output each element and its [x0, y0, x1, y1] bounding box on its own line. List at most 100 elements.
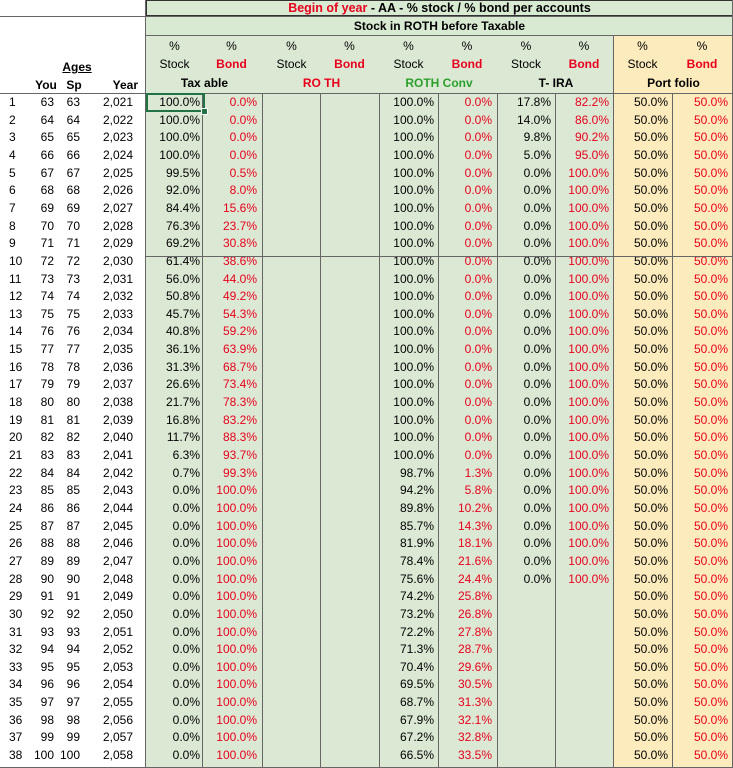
- bond-pct-cell[interactable]: 0.0%: [464, 254, 492, 268]
- year-cell[interactable]: 2,055: [102, 695, 133, 709]
- year-cell[interactable]: 2,044: [102, 501, 133, 515]
- age-spouse[interactable]: 87: [66, 519, 80, 533]
- bond-pct-cell[interactable]: 100.0%: [216, 589, 257, 603]
- year-cell[interactable]: 2,029: [102, 236, 133, 250]
- bond-pct-cell[interactable]: 50.0%: [693, 660, 728, 674]
- bond-pct-cell[interactable]: 50.0%: [693, 572, 728, 586]
- stock-pct-cell[interactable]: 0.0%: [523, 413, 551, 427]
- year-cell[interactable]: 2,026: [102, 183, 133, 197]
- bond-pct-cell[interactable]: 50.0%: [693, 501, 728, 515]
- age-spouse[interactable]: 99: [66, 730, 80, 744]
- age-you[interactable]: 63: [40, 95, 54, 109]
- age-spouse[interactable]: 63: [66, 95, 80, 109]
- stock-pct-cell[interactable]: 71.3%: [399, 642, 434, 656]
- age-spouse[interactable]: 81: [66, 413, 80, 427]
- bond-pct-cell[interactable]: 50.0%: [693, 377, 728, 391]
- age-you[interactable]: 82: [40, 430, 54, 444]
- bond-pct-cell[interactable]: 50.0%: [693, 413, 728, 427]
- stock-pct-cell[interactable]: 50.0%: [633, 483, 668, 497]
- bond-pct-cell[interactable]: 100.0%: [568, 377, 609, 391]
- bond-pct-cell[interactable]: 50.0%: [693, 148, 728, 162]
- age-spouse[interactable]: 77: [66, 342, 80, 356]
- year-cell[interactable]: 2,041: [102, 448, 133, 462]
- bond-pct-cell[interactable]: 100.0%: [216, 660, 257, 674]
- stock-pct-cell[interactable]: 50.0%: [633, 466, 668, 480]
- year-cell[interactable]: 2,038: [102, 395, 133, 409]
- age-spouse[interactable]: 66: [66, 148, 80, 162]
- stock-pct-cell[interactable]: 0.0%: [523, 342, 551, 356]
- bond-pct-cell[interactable]: 59.2%: [222, 324, 257, 338]
- age-spouse[interactable]: 100: [59, 748, 80, 762]
- stock-pct-cell[interactable]: 50.0%: [633, 219, 668, 233]
- year-cell[interactable]: 2,049: [102, 589, 133, 603]
- stock-pct-cell[interactable]: 100.0%: [159, 130, 200, 144]
- bond-pct-cell[interactable]: 100.0%: [216, 483, 257, 497]
- age-spouse[interactable]: 65: [66, 130, 80, 144]
- stock-pct-cell[interactable]: 5.0%: [523, 148, 551, 162]
- bond-pct-cell[interactable]: 50.0%: [693, 113, 728, 127]
- stock-pct-cell[interactable]: 100.0%: [159, 95, 200, 109]
- stock-pct-cell[interactable]: 72.2%: [399, 625, 434, 639]
- stock-pct-cell[interactable]: 21.7%: [165, 395, 200, 409]
- stock-pct-cell[interactable]: 17.8%: [516, 95, 551, 109]
- bond-pct-cell[interactable]: 100.0%: [216, 625, 257, 639]
- age-spouse[interactable]: 96: [66, 677, 80, 691]
- stock-pct-cell[interactable]: 6.3%: [172, 448, 200, 462]
- bond-pct-cell[interactable]: 50.0%: [693, 360, 728, 374]
- bond-pct-cell[interactable]: 50.0%: [693, 166, 728, 180]
- year-cell[interactable]: 2,024: [102, 148, 133, 162]
- stock-pct-cell[interactable]: 100.0%: [393, 377, 434, 391]
- age-spouse[interactable]: 83: [66, 448, 80, 462]
- bond-pct-cell[interactable]: 32.1%: [457, 713, 492, 727]
- bond-pct-cell[interactable]: 100.0%: [216, 695, 257, 709]
- stock-pct-cell[interactable]: 68.7%: [399, 695, 434, 709]
- bond-pct-cell[interactable]: 8.0%: [229, 183, 257, 197]
- bond-pct-cell[interactable]: 100.0%: [216, 519, 257, 533]
- bond-pct-cell[interactable]: 50.0%: [693, 448, 728, 462]
- stock-pct-cell[interactable]: 100.0%: [393, 236, 434, 250]
- stock-pct-cell[interactable]: 50.0%: [633, 430, 668, 444]
- stock-pct-cell[interactable]: 0.0%: [523, 483, 551, 497]
- bond-pct-cell[interactable]: 100.0%: [568, 501, 609, 515]
- stock-pct-cell[interactable]: 0.0%: [523, 272, 551, 286]
- bond-pct-cell[interactable]: 0.0%: [464, 201, 492, 215]
- year-cell[interactable]: 2,031: [102, 272, 133, 286]
- stock-pct-cell[interactable]: 50.0%: [633, 130, 668, 144]
- age-you[interactable]: 100: [33, 748, 54, 762]
- bond-pct-cell[interactable]: 0.0%: [464, 342, 492, 356]
- bond-pct-cell[interactable]: 50.0%: [693, 748, 728, 762]
- year-cell[interactable]: 2,037: [102, 377, 133, 391]
- stock-pct-cell[interactable]: 14.0%: [516, 113, 551, 127]
- age-you[interactable]: 70: [40, 219, 54, 233]
- bond-pct-cell[interactable]: 100.0%: [568, 430, 609, 444]
- age-spouse[interactable]: 97: [66, 695, 80, 709]
- stock-pct-cell[interactable]: 100.0%: [393, 342, 434, 356]
- stock-pct-cell[interactable]: 100.0%: [393, 166, 434, 180]
- bond-pct-cell[interactable]: 50.0%: [693, 625, 728, 639]
- age-you[interactable]: 79: [40, 377, 54, 391]
- bond-pct-cell[interactable]: 100.0%: [568, 360, 609, 374]
- bond-pct-cell[interactable]: 100.0%: [568, 166, 609, 180]
- year-cell[interactable]: 2,057: [102, 730, 133, 744]
- stock-pct-cell[interactable]: 94.2%: [399, 483, 434, 497]
- bond-pct-cell[interactable]: 50.0%: [693, 642, 728, 656]
- age-spouse[interactable]: 82: [66, 430, 80, 444]
- bond-pct-cell[interactable]: 90.2%: [574, 130, 609, 144]
- bond-pct-cell[interactable]: 26.8%: [457, 607, 492, 621]
- bond-pct-cell[interactable]: 68.7%: [222, 360, 257, 374]
- bond-pct-cell[interactable]: 24.4%: [457, 572, 492, 586]
- stock-pct-cell[interactable]: 0.0%: [523, 554, 551, 568]
- stock-pct-cell[interactable]: 50.0%: [633, 748, 668, 762]
- year-cell[interactable]: 2,025: [102, 166, 133, 180]
- bond-pct-cell[interactable]: 25.8%: [457, 589, 492, 603]
- bond-pct-cell[interactable]: 0.0%: [229, 95, 257, 109]
- stock-pct-cell[interactable]: 50.0%: [633, 113, 668, 127]
- stock-pct-cell[interactable]: 0.0%: [172, 554, 200, 568]
- age-spouse[interactable]: 64: [66, 113, 80, 127]
- stock-pct-cell[interactable]: 99.5%: [165, 166, 200, 180]
- bond-pct-cell[interactable]: 0.0%: [229, 148, 257, 162]
- year-cell[interactable]: 2,047: [102, 554, 133, 568]
- stock-pct-cell[interactable]: 0.0%: [172, 536, 200, 550]
- stock-pct-cell[interactable]: 0.0%: [172, 607, 200, 621]
- bond-pct-cell[interactable]: 88.3%: [222, 430, 257, 444]
